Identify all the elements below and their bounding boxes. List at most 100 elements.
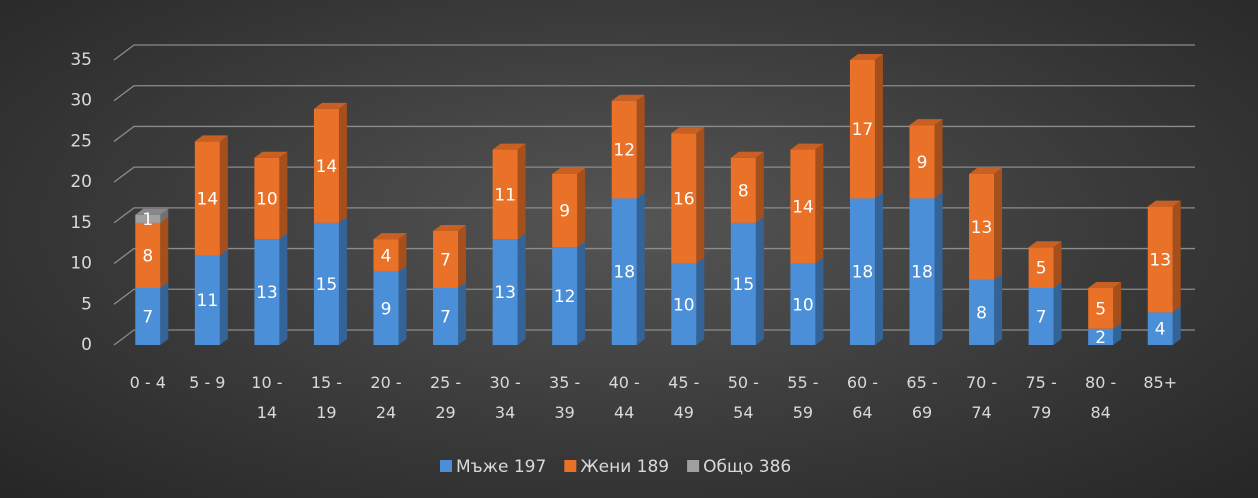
bar-side — [398, 265, 407, 345]
y-tick-label: 20 — [70, 172, 92, 192]
bar-side — [994, 273, 1003, 345]
bar — [909, 125, 935, 199]
x-tick-label: 60 - 64 — [846, 373, 879, 422]
data-label: 5 — [1036, 259, 1047, 279]
bar — [194, 141, 220, 256]
bar — [909, 198, 935, 345]
bar — [492, 149, 518, 240]
y-tick-label: 5 — [81, 294, 92, 314]
bar-side — [160, 208, 169, 223]
x-tick-label: 35 - 39 — [549, 373, 581, 422]
bar-side — [160, 282, 169, 345]
bar-side — [398, 233, 407, 272]
bar — [790, 149, 816, 264]
bar — [969, 174, 995, 280]
bar-side — [458, 225, 467, 288]
y-tick-label: 0 — [81, 335, 92, 355]
bar-top — [969, 168, 1003, 174]
bar-side — [577, 168, 586, 248]
bar-side — [1172, 306, 1181, 345]
bar-side — [1053, 241, 1062, 288]
bar-top — [671, 127, 705, 134]
x-tick-label: 80 - 84 — [1085, 373, 1117, 422]
bar-side — [994, 168, 1003, 280]
data-label: 14 — [316, 157, 338, 177]
data-label: 13 — [971, 218, 993, 238]
bar-side — [458, 282, 467, 345]
data-label: 4 — [1155, 320, 1166, 340]
bar-side — [815, 257, 824, 345]
bar — [671, 133, 697, 264]
data-label: 7 — [142, 308, 153, 328]
legend-swatch — [564, 460, 577, 472]
legend-label: Жени 189 — [580, 457, 669, 477]
data-label: 12 — [613, 141, 635, 161]
grid-line — [113, 288, 1195, 305]
bar — [1088, 328, 1114, 345]
bar-side — [219, 249, 228, 345]
data-label: 11 — [197, 291, 219, 311]
bar-side — [874, 54, 883, 199]
x-tick-label: 30 - 34 — [489, 373, 521, 422]
bar-side — [636, 192, 645, 345]
bar — [552, 247, 578, 345]
legend-swatch — [440, 460, 452, 472]
bar-top — [909, 119, 943, 126]
bar-side — [874, 192, 883, 345]
x-tick-label: 0 - 4 — [129, 373, 166, 392]
grid-line — [113, 44, 1195, 61]
bar — [969, 279, 995, 345]
grid-line — [113, 166, 1195, 183]
data-label: 13 — [1149, 251, 1171, 271]
data-label: 7 — [440, 308, 451, 328]
data-label: 17 — [852, 120, 874, 140]
grid-line — [113, 207, 1195, 224]
bar-side — [279, 151, 288, 240]
bar-side — [1053, 282, 1062, 345]
data-label: 8 — [976, 303, 987, 323]
bar-top — [730, 151, 764, 158]
data-label: 5 — [1095, 299, 1106, 319]
bar — [849, 60, 875, 199]
y-tick-label: 10 — [70, 254, 92, 274]
bar — [1028, 288, 1054, 345]
bar — [194, 255, 220, 345]
x-tick-label: 55 - 59 — [787, 373, 819, 422]
bar-top — [1088, 282, 1122, 288]
data-label: 16 — [673, 189, 695, 209]
bar-top — [552, 168, 586, 174]
bar-side — [934, 119, 943, 199]
bar — [849, 198, 875, 345]
bar-top — [433, 225, 467, 231]
x-tick-label: 40 - 44 — [608, 373, 640, 422]
legend-label: Мъже 197 — [456, 457, 546, 477]
legend-label: Общо 386 — [703, 457, 791, 477]
data-label: 2 — [1095, 328, 1106, 348]
data-label: 10 — [792, 295, 814, 315]
data-label: 10 — [256, 189, 278, 209]
x-tick-label: 70 - 74 — [965, 373, 998, 422]
bar-side — [1113, 282, 1122, 329]
bar-side — [219, 135, 228, 256]
x-tick-label: 75 - 79 — [1025, 373, 1057, 422]
bar-side — [160, 216, 169, 288]
bar — [433, 231, 459, 288]
bar-side — [636, 94, 645, 199]
data-label: 13 — [256, 283, 278, 303]
bar-side — [279, 233, 288, 345]
bar — [433, 288, 459, 345]
bar-top — [254, 151, 288, 158]
bar — [135, 222, 161, 288]
data-label: 18 — [911, 263, 933, 283]
bar — [790, 263, 816, 345]
data-label: 9 — [917, 153, 928, 173]
data-label: 14 — [197, 189, 219, 209]
grid-line — [113, 85, 1195, 102]
bar — [1088, 288, 1114, 329]
bar-top — [492, 143, 526, 150]
data-label: 7 — [1036, 308, 1047, 328]
y-tick-label: 30 — [70, 91, 92, 111]
bar-top — [790, 143, 824, 150]
